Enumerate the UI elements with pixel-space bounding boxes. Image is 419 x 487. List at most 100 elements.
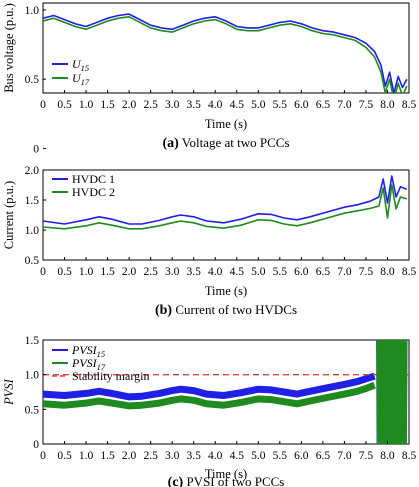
y-tick-label: 0.5 (25, 404, 40, 416)
tick-layer: 0 0.5 1.0 1.5 2.0 2.5 3.0 3.5 4.0 4.5 5.0 5.5 6.0 6.5… (25, 5, 417, 155)
caption-a: (a) Voltage at two PCCs (162, 135, 289, 151)
x-tick-label: 0 (40, 266, 46, 278)
x-tick-label: 5.0 (251, 450, 266, 462)
x-tick-label: 0 (40, 99, 46, 111)
x-tick-label: 8.0 (380, 266, 395, 278)
caption-a-text: Voltage at two PCCs (182, 135, 290, 150)
series-line-0 (43, 372, 376, 401)
legend-label-pvsi15: PVSI15 (71, 343, 105, 359)
x-tick-label: 2.0 (122, 266, 137, 278)
caption-b-text: Current of two HVDCs (175, 302, 297, 317)
x-tick-label: 5.5 (273, 99, 288, 111)
x-tick-label: 6.5 (316, 266, 331, 278)
x-tick-label: 3.5 (187, 99, 202, 111)
legend: PVSI15 PVSI17 Stability margin (52, 343, 149, 383)
x-tick-label: 1.0 (79, 99, 94, 111)
series-line-0 (43, 175, 408, 225)
series-line-1 (43, 184, 408, 230)
legend-label-u17: U17 (72, 71, 90, 87)
legend-sub-pvsi17: 17 (97, 362, 106, 372)
panel-current: 0 0.5 1.0 1.5 2.0 2.5 3.0 3.5 4.0 4.5 5.0 5.5 6.0 6.5… (2, 165, 416, 318)
y-tick-label: 1.5 (25, 335, 40, 347)
legend-sub-pvsi15: 15 (97, 349, 106, 359)
y-tick-label: 0.5 (25, 255, 40, 267)
x-axis-label: Time (s) (205, 117, 247, 131)
x-tick-label: 7.0 (337, 266, 352, 278)
y-tick-label: 1.0 (25, 225, 40, 237)
legend: HVDC 1 HVDC 2 (52, 172, 115, 199)
legend-label-u15: U15 (72, 57, 89, 73)
legend-label-margin: Stability margin (72, 369, 149, 383)
x-tick-label: 7.5 (359, 450, 374, 462)
x-tick-label: 7.5 (359, 266, 374, 278)
x-tick-label: 6.0 (294, 450, 309, 462)
x-tick-label: 4.0 (208, 99, 223, 111)
x-tick-label: 2.5 (143, 99, 158, 111)
series-line-0 (43, 13, 408, 93)
legend-sub-u15: 15 (81, 63, 90, 73)
x-tick-label: 1.5 (100, 99, 115, 111)
legend-name-pvsi17: PVSI (71, 356, 98, 370)
x-tick-label: 2.0 (122, 450, 137, 462)
y-tick-label: 0.5 (25, 74, 40, 86)
x-tick-label: 8.0 (380, 450, 395, 462)
x-tick-label: 3.0 (165, 266, 180, 278)
x-tick-label: 3.5 (187, 266, 202, 278)
caption-a-letter: (a) (162, 136, 179, 151)
x-tick-label: 8.5 (402, 99, 417, 111)
x-tick-label: 7.0 (337, 99, 352, 111)
y-tick-label: 0 (33, 439, 39, 451)
series-line-1 (43, 381, 376, 410)
x-tick-label: 4.0 (208, 266, 223, 278)
x-tick-label: 0 (40, 450, 46, 462)
x-tick-label: 7.0 (337, 450, 352, 462)
y-tick-label: 1.5 (25, 195, 40, 207)
x-tick-label: 3.5 (187, 450, 202, 462)
y-tick-label: 1.0 (25, 5, 40, 17)
caption-c: (c) PVSI of two PCCs (168, 474, 285, 487)
y-axis-label: Current (p.u.) (2, 181, 16, 249)
legend-label-hvdc1: HVDC 1 (72, 172, 115, 186)
legend-name-pvsi15: PVSI (71, 343, 98, 357)
x-tick-label: 6.5 (316, 99, 331, 111)
series-line-1 (43, 15, 408, 93)
x-tick-label: 2.5 (143, 266, 158, 278)
x-tick-label: 2.0 (122, 99, 137, 111)
legend-label-pvsi17: PVSI17 (71, 356, 106, 372)
x-tick-label: 1.0 (79, 266, 94, 278)
x-tick-label: 5.5 (273, 266, 288, 278)
x-tick-label: 5.0 (251, 99, 266, 111)
y-axis-label: PVSI (2, 378, 16, 406)
x-tick-label: 8.5 (402, 266, 417, 278)
x-tick-label: 6.5 (316, 450, 331, 462)
x-tick-label: 7.5 (359, 99, 374, 111)
caption-c-letter: (c) (168, 475, 184, 487)
x-tick-label: 1.5 (100, 450, 115, 462)
x-tick-label: 0.5 (57, 450, 72, 462)
caption-b: (b) Current of two HVDCs (155, 302, 297, 318)
legend-name-u15: U (72, 57, 82, 71)
y-axis-label: Bus voltage (p.u.) (2, 3, 16, 93)
legend-label-hvdc2: HVDC 2 (72, 185, 115, 199)
series-layer (43, 340, 409, 444)
x-tick-label: 3.0 (165, 99, 180, 111)
x-tick-label: 0.5 (57, 266, 72, 278)
x-tick-label: 4.5 (230, 99, 245, 111)
series-layer (43, 13, 408, 93)
x-tick-label: 4.5 (230, 266, 245, 278)
x-tick-label: 6.0 (294, 266, 309, 278)
x-axis-label: Time (s) (205, 284, 247, 298)
panel-pvsi: 0 0.5 1.0 1.5 2.0 2.5 3.0 3.5 4.0 4.5 5.0 5.5 6.0 6.5… (2, 335, 416, 487)
y-tick-label: 2.0 (25, 165, 40, 177)
plot-frame (42, 169, 410, 261)
x-tick-label: 4.5 (230, 450, 245, 462)
x-tick-label: 5.0 (251, 266, 266, 278)
series-layer (43, 175, 408, 230)
caption-c-text: PVSI of two PCCs (186, 474, 284, 487)
tick-layer: 0 0.5 1.0 1.5 2.0 2.5 3.0 3.5 4.0 4.5 5.0 5.5 6.0 6.5… (25, 335, 417, 462)
legend-name-u17: U (72, 71, 82, 85)
x-tick-label: 3.0 (165, 450, 180, 462)
tick-layer: 0 0.5 1.0 1.5 2.0 2.5 3.0 3.5 4.0 4.5 5.0 5.5 6.0 6.5… (25, 165, 417, 278)
oscillation-series2 (376, 340, 408, 444)
